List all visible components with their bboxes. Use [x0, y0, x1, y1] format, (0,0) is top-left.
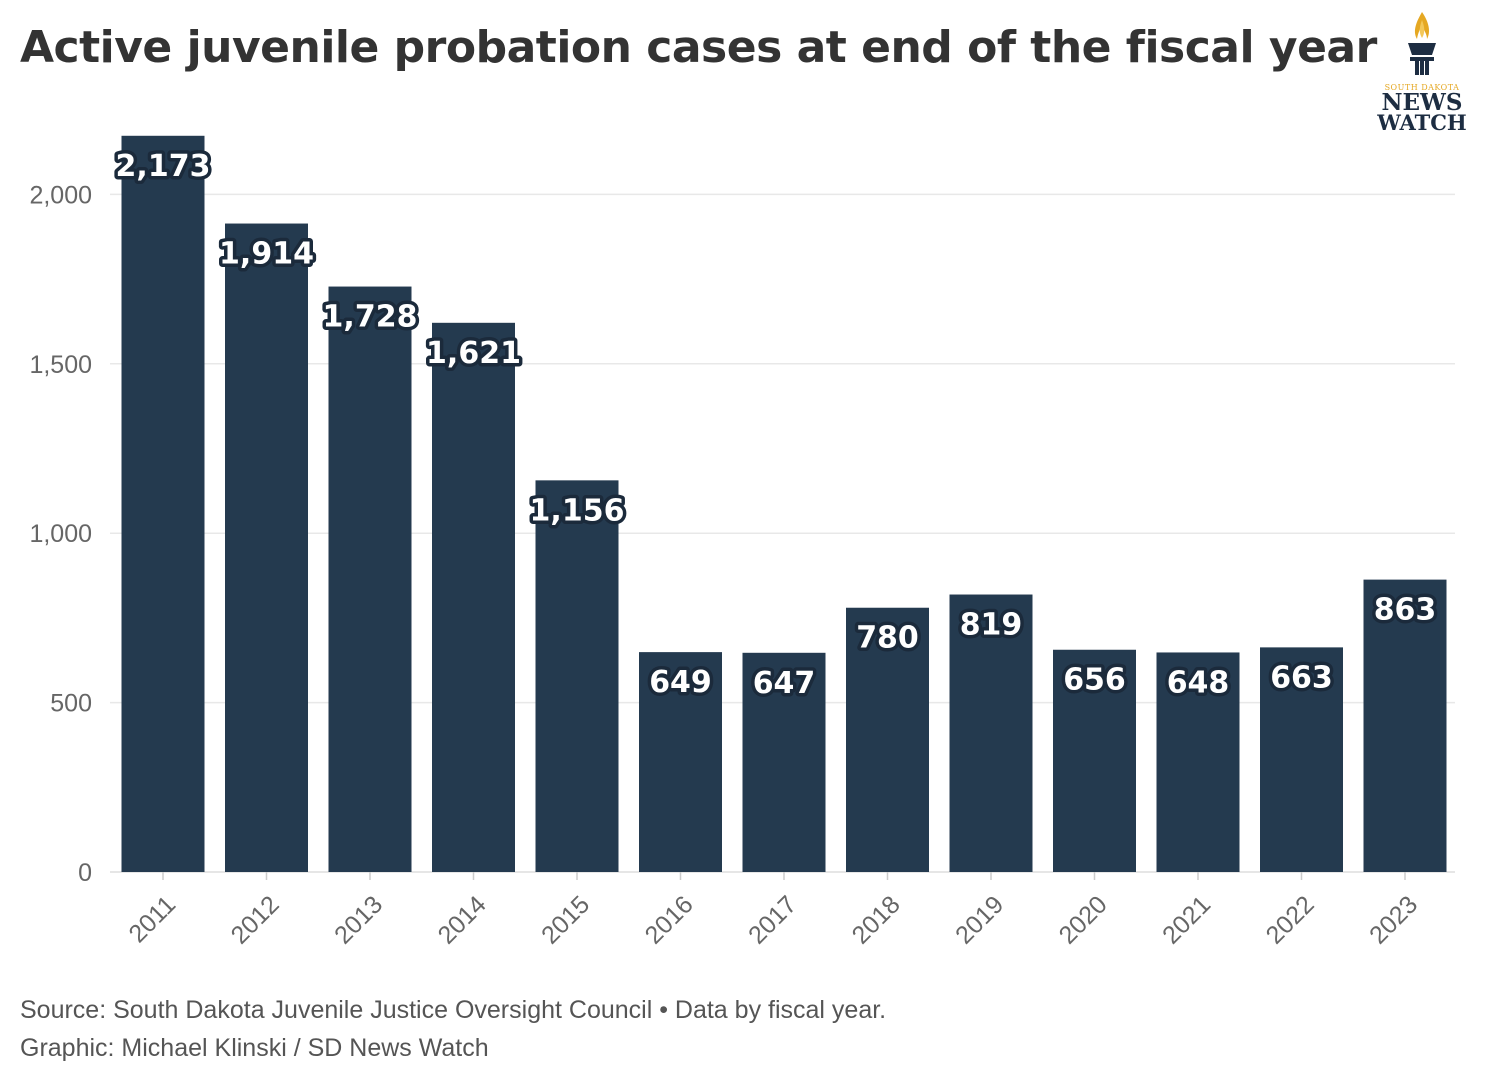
- data-label: 819: [960, 608, 1023, 643]
- bar-2013: [328, 286, 412, 872]
- data-label: 863: [1374, 593, 1437, 628]
- data-label: 649: [649, 665, 712, 700]
- data-label: 647: [753, 666, 816, 701]
- torch-icon: [1408, 12, 1436, 75]
- graphic-credit: Graphic: Michael Klinski / SD News Watch: [20, 1034, 489, 1062]
- bar-2023: [1363, 579, 1447, 872]
- data-label: 1,156: [530, 493, 625, 528]
- bar-2015: [535, 480, 619, 872]
- x-tick-label: 2019: [950, 890, 1009, 949]
- x-tick-label: 2011: [123, 890, 181, 948]
- bar-2017: [742, 652, 826, 872]
- x-tick-label: 2014: [433, 890, 492, 949]
- x-tick-label: 2022: [1261, 890, 1320, 949]
- source-note: Source: South Dakota Juvenile Justice Ov…: [20, 996, 887, 1024]
- data-label: 663: [1270, 660, 1333, 695]
- data-label: 656: [1063, 663, 1126, 698]
- logo-line-watch: WATCH: [1376, 110, 1467, 135]
- data-label: 1,621: [426, 336, 521, 371]
- bar-2016: [639, 652, 722, 872]
- x-tick-label: 2021: [1157, 890, 1216, 949]
- bar-2021: [1156, 652, 1240, 872]
- bar-2020: [1053, 649, 1136, 872]
- y-axis-ticks: 0 500 1,000 1,500 2,000: [29, 181, 92, 887]
- chart-title: Active juvenile probation cases at end o…: [20, 22, 1377, 73]
- sd-news-watch-logo: SOUTH DAKOTA NEWS WATCH: [1376, 12, 1467, 135]
- x-tick-label: 2016: [640, 890, 699, 949]
- data-label: 2,173: [116, 149, 211, 184]
- x-tick-label: 2013: [329, 890, 388, 949]
- data-label: 1,728: [323, 300, 418, 335]
- y-tick-label: 2,000: [29, 181, 92, 209]
- x-tick-label: 2020: [1054, 890, 1113, 949]
- bar-2019: [949, 594, 1033, 872]
- bars: [121, 135, 1447, 873]
- bar-2018: [846, 607, 929, 872]
- bar-2014: [432, 322, 515, 873]
- data-label: 780: [856, 621, 919, 656]
- x-tick-label: 2017: [743, 890, 802, 949]
- bar-2011: [121, 135, 205, 872]
- data-label: 648: [1167, 665, 1230, 700]
- x-tick-label: 2018: [847, 890, 906, 949]
- y-tick-label: 1,500: [29, 351, 92, 379]
- y-tick-label: 500: [50, 690, 92, 718]
- bar-2022: [1260, 647, 1343, 872]
- bar-chart: 0 500 1,000 1,500 2,000 2011 2012 2013 2014 2015…: [29, 135, 1455, 950]
- logo-line-news: NEWS: [1382, 89, 1463, 116]
- y-tick-label: 0: [78, 859, 92, 887]
- bar-2012: [225, 223, 308, 872]
- data-label: 1,914: [219, 237, 314, 272]
- x-tick-label: 2012: [226, 890, 285, 949]
- x-tick-label: 2015: [536, 890, 595, 949]
- x-tick-label: 2023: [1364, 890, 1423, 949]
- y-tick-label: 1,000: [29, 520, 92, 548]
- x-axis-ticks: 2011 2012 2013 2014 2015 2016 2017 2018 2019 2020…: [123, 872, 1423, 950]
- logo-line-south-dakota: SOUTH DAKOTA: [1385, 83, 1460, 92]
